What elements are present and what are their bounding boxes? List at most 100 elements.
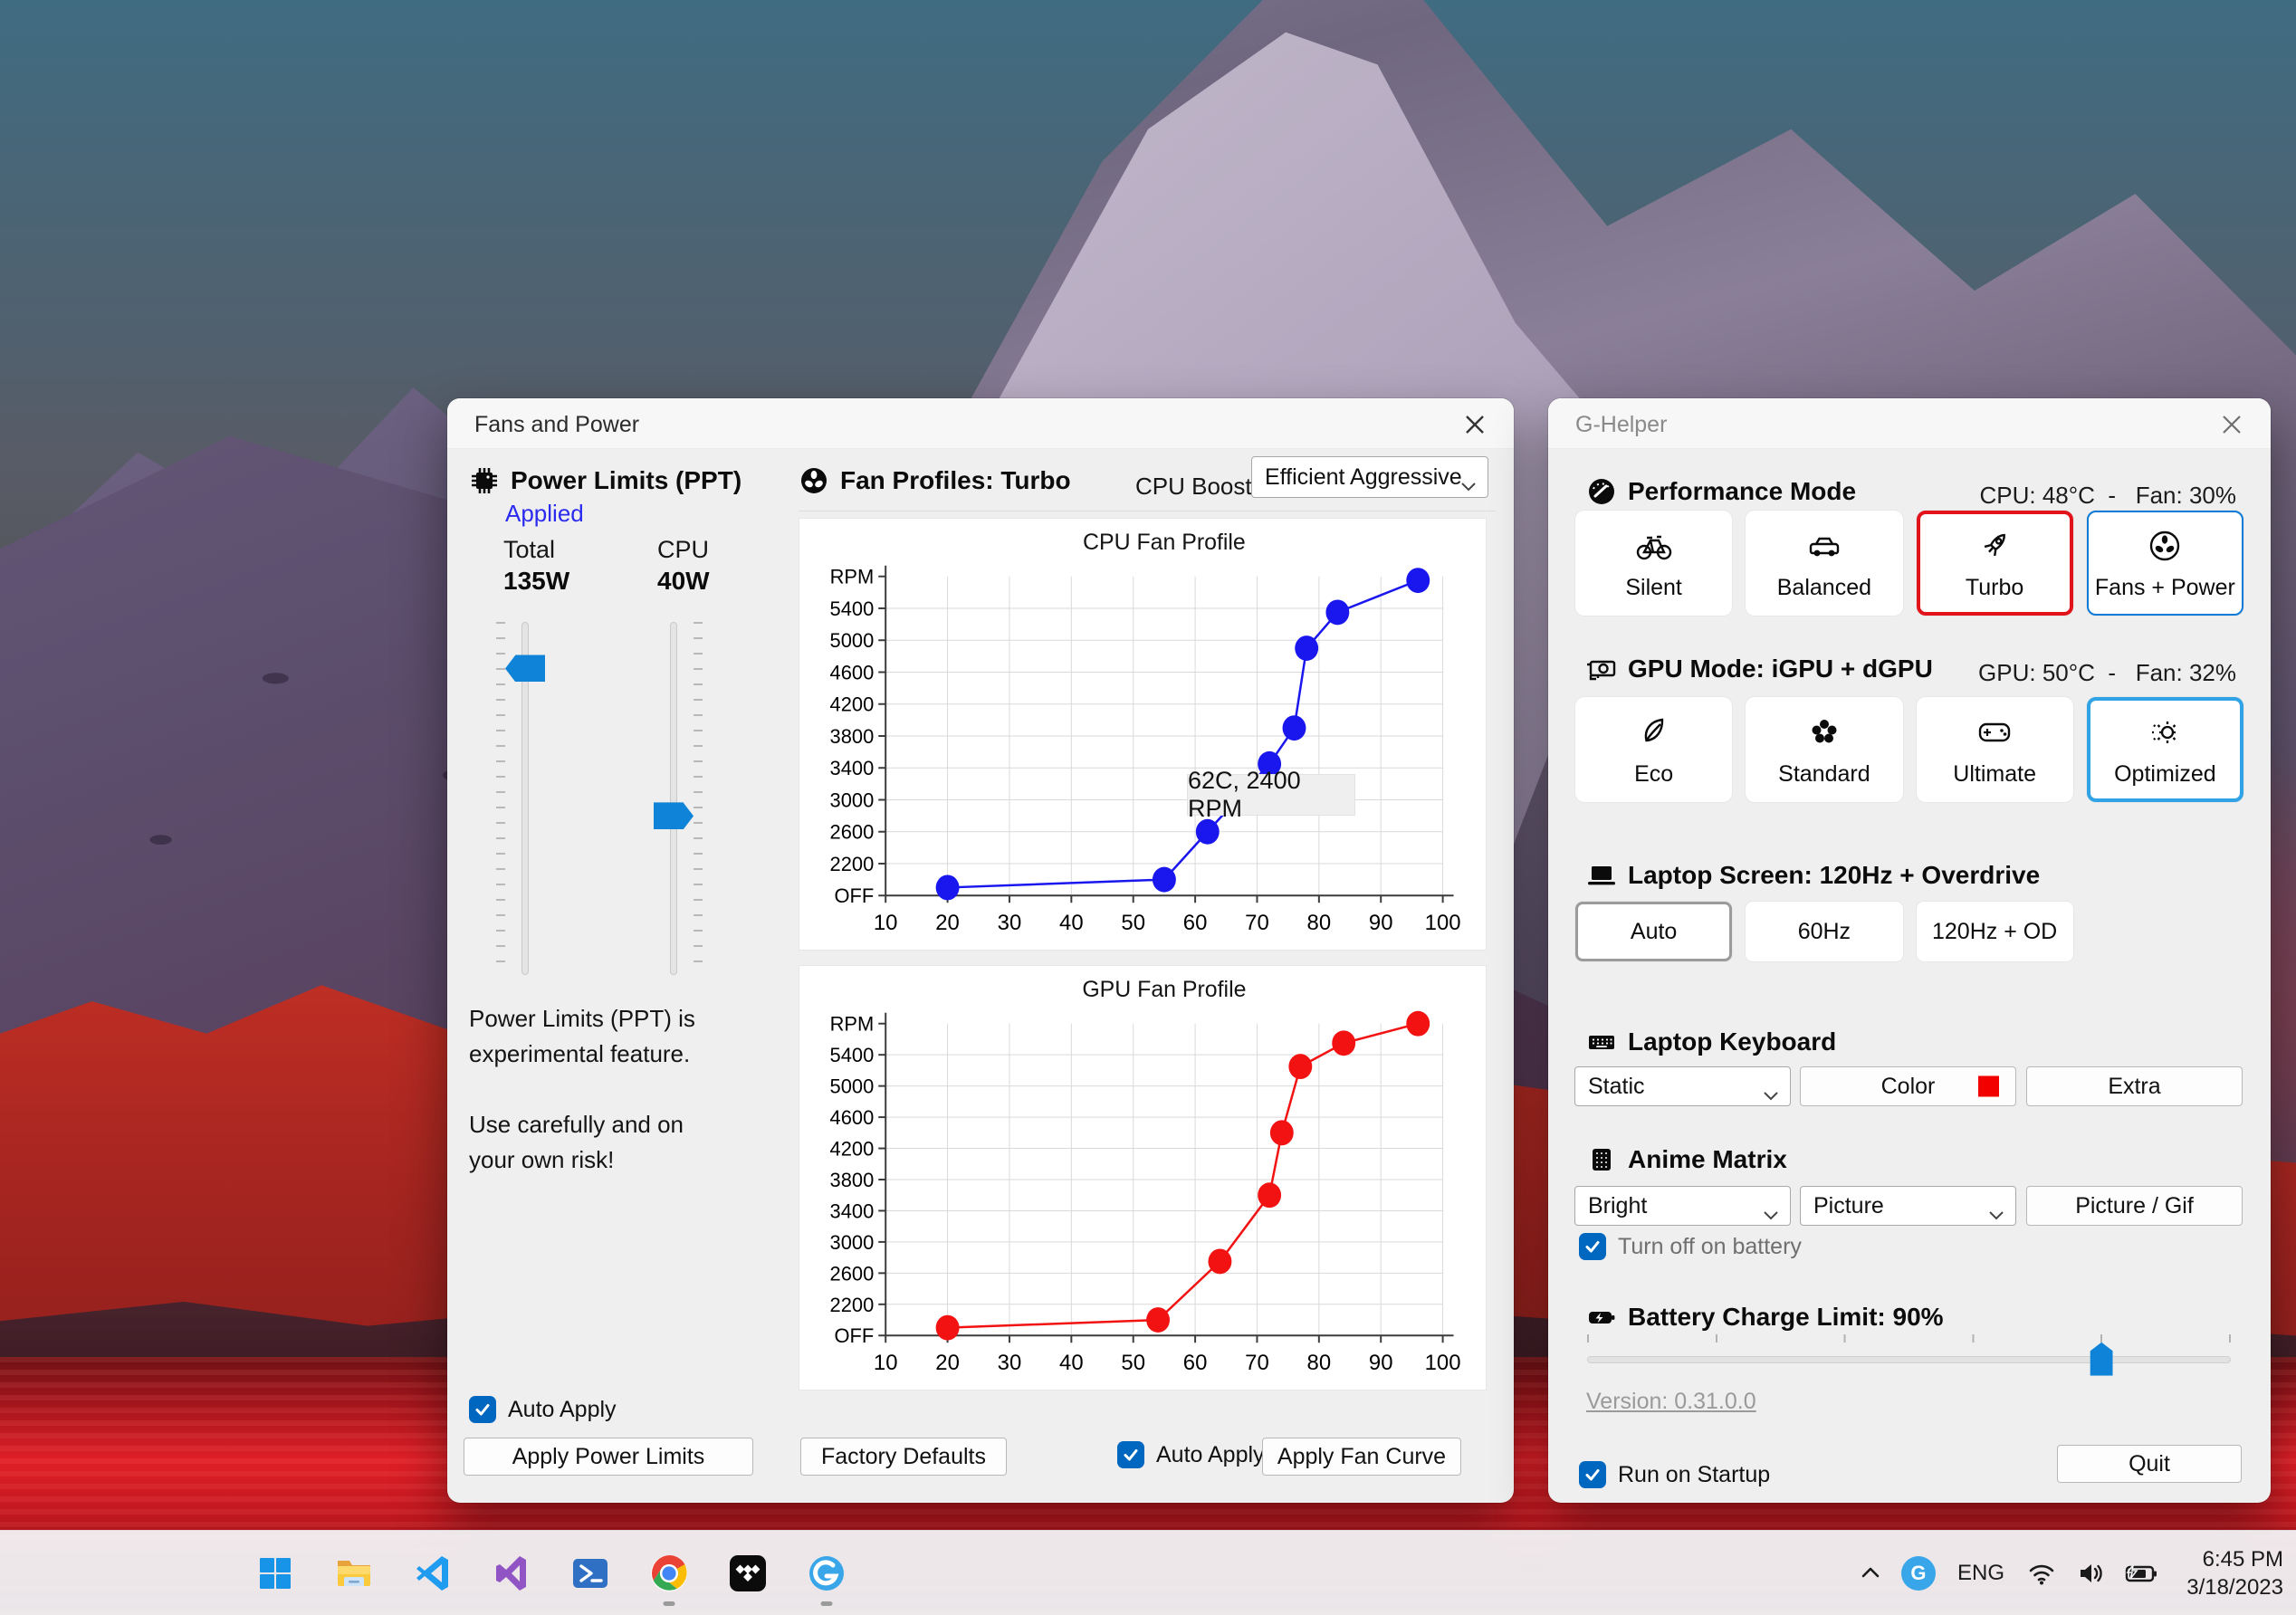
svg-text:70: 70 (1245, 1351, 1269, 1375)
svg-text:OFF: OFF (834, 1324, 874, 1347)
quit-button[interactable]: Quit (2057, 1445, 2242, 1483)
wifi-icon[interactable] (2026, 1558, 2057, 1589)
turn-off-on-battery-checkbox[interactable] (1579, 1233, 1606, 1260)
tray-ghelper-icon[interactable]: G (1900, 1555, 1936, 1591)
matrix-brightness-value: Bright (1588, 1192, 1648, 1218)
cpu-boost-value: Efficient Aggressive (1265, 463, 1462, 490)
factory-defaults-button[interactable]: Factory Defaults (800, 1438, 1007, 1476)
system-tray: G ENG 6:45 PM 3/18/2023 (1858, 1531, 2283, 1615)
visual-studio-icon[interactable] (491, 1553, 532, 1594)
tray-chevron-up-icon[interactable] (1858, 1558, 1883, 1589)
mode-silent-button[interactable]: Silent (1575, 511, 1733, 616)
matrix-mode-dropdown[interactable]: Picture (1800, 1186, 2016, 1226)
screen-60hz-button[interactable]: 60Hz (1746, 902, 1903, 961)
file-explorer-icon[interactable] (333, 1553, 375, 1594)
ghelper-title: G-Helper (1575, 412, 1668, 437)
svg-text:80: 80 (1307, 1351, 1332, 1375)
cpu-slider[interactable] (654, 622, 694, 975)
svg-text:10: 10 (874, 911, 898, 935)
close-icon[interactable] (1459, 409, 1490, 440)
screen-120hz-od-button[interactable]: 120Hz + OD (1916, 902, 2073, 961)
gpu-fan-chart[interactable]: GPU Fan Profile RPM 5400 5000 4600 4200 3800 34… (799, 966, 1486, 1390)
mode-label: Fans + Power (2094, 574, 2235, 600)
dot-matrix-icon (1586, 1144, 1617, 1175)
version-link[interactable]: Version: 0.31.0.0 (1586, 1389, 1756, 1414)
keyboard-extra-button[interactable]: Extra (2026, 1066, 2243, 1106)
laptop-keyboard-title: Laptop Keyboard (1628, 1027, 1837, 1056)
screen-auto-button[interactable]: Auto (1575, 902, 1733, 961)
cpu-boost-label: CPU Boost (1135, 473, 1252, 500)
matrix-picture-gif-button[interactable]: Picture / Gif (2026, 1186, 2243, 1226)
performance-mode-grid: Silent Balanced Turbo Fans + Power (1575, 511, 2243, 616)
taskbar: G ENG 6:45 PM 3/18/2023 (0, 1530, 2296, 1615)
svg-text:70: 70 (1245, 911, 1269, 935)
mode-label: Standard (1778, 760, 1870, 787)
running-indicator (820, 1601, 833, 1606)
mode-turbo-button[interactable]: Turbo (1916, 511, 2073, 616)
power-limits-title: Power Limits (PPT) (511, 466, 742, 494)
cpu-fan-chart-panel: CPU Fan Profile RPM 5400 5000 4600 4200 3800 34… (799, 518, 1487, 951)
total-slider[interactable] (505, 622, 545, 975)
leaf-icon (1644, 718, 1663, 741)
battery-slider[interactable] (1587, 1342, 2231, 1376)
keyboard-icon (1586, 1027, 1617, 1057)
fans-window-title: Fans and Power (474, 412, 640, 437)
tray-time: 6:45 PM (2202, 1546, 2283, 1572)
cpu-boost-dropdown[interactable]: Efficient Aggressive (1251, 456, 1488, 498)
battery-limit-header: Battery Charge Limit: 90% (1586, 1302, 1944, 1333)
cpu-chip-icon (469, 465, 500, 496)
vscode-icon[interactable] (412, 1553, 454, 1594)
powershell-icon[interactable] (569, 1553, 611, 1594)
cpu-slider-handle[interactable] (654, 802, 694, 830)
power-auto-apply-checkbox[interactable] (469, 1396, 496, 1423)
matrix-brightness-dropdown[interactable]: Bright (1574, 1186, 1791, 1226)
svg-text:3400: 3400 (830, 1199, 875, 1222)
svg-text:2200: 2200 (830, 1294, 875, 1316)
svg-text:OFF: OFF (834, 884, 874, 907)
chrome-icon[interactable] (648, 1553, 690, 1606)
volume-icon[interactable] (2075, 1558, 2106, 1589)
apply-power-limits-button[interactable]: Apply Power Limits (464, 1438, 753, 1476)
mode-fans-power-button[interactable]: Fans + Power (2086, 511, 2243, 616)
mode-balanced-button[interactable]: Balanced (1746, 511, 1903, 616)
svg-text:50: 50 (1121, 911, 1145, 935)
cpu-value: 40W (657, 567, 710, 595)
gpu-standard-button[interactable]: Standard (1746, 697, 1903, 802)
fan-curve-tooltip: 62C, 2400 RPM (1187, 767, 1355, 822)
gpu-mode-grid: Eco Standard Ultimate Optimized (1575, 697, 2243, 802)
laptop-keyboard-header: Laptop Keyboard (1586, 1027, 1836, 1057)
applied-status[interactable]: Applied (505, 500, 584, 527)
tidal-icon[interactable] (727, 1553, 769, 1594)
tray-language[interactable]: ENG (1956, 1560, 2004, 1585)
screen-option-label: 120Hz + OD (1931, 918, 2058, 944)
battery-icon[interactable] (2124, 1558, 2158, 1589)
close-icon[interactable] (2216, 409, 2247, 440)
tray-date: 3/18/2023 (2186, 1574, 2283, 1600)
svg-text:2200: 2200 (830, 853, 875, 875)
start-button[interactable] (254, 1553, 296, 1594)
apply-fan-curve-button[interactable]: Apply Fan Curve (1262, 1438, 1461, 1476)
svg-text:20: 20 (935, 911, 960, 935)
svg-text:100: 100 (1425, 911, 1461, 935)
svg-text:90: 90 (1369, 1351, 1393, 1375)
cpu-label: CPU (657, 536, 710, 563)
svg-text:4600: 4600 (830, 1106, 875, 1129)
power-limits-warning: Power Limits (PPT) is experimental featu… (469, 1001, 724, 1178)
fan-auto-apply-checkbox[interactable] (1117, 1441, 1144, 1468)
total-slider-ticks (496, 622, 505, 975)
gpu-ultimate-button[interactable]: Ultimate (1916, 697, 2073, 802)
gpu-optimized-button[interactable]: Optimized (2086, 697, 2243, 802)
gpu-eco-button[interactable]: Eco (1575, 697, 1733, 802)
run-on-startup-checkbox[interactable] (1579, 1461, 1606, 1488)
keyboard-color-button[interactable]: Color (1800, 1066, 2016, 1106)
battery-slider-handle[interactable] (2090, 1342, 2113, 1376)
total-slider-handle[interactable] (505, 655, 545, 683)
tray-clock[interactable]: 6:45 PM 3/18/2023 (2176, 1545, 2283, 1601)
keyboard-mode-dropdown[interactable]: Static (1574, 1066, 1791, 1106)
svg-text:4600: 4600 (830, 661, 875, 683)
ghelper-taskbar-icon[interactable] (806, 1553, 847, 1606)
laptop-screen-header: Laptop Screen: 120Hz + Overdrive (1586, 860, 2040, 891)
cpu-fan-chart[interactable]: CPU Fan Profile RPM 5400 5000 4600 4200 3800 34… (799, 519, 1486, 950)
svg-text:4200: 4200 (830, 1138, 875, 1161)
